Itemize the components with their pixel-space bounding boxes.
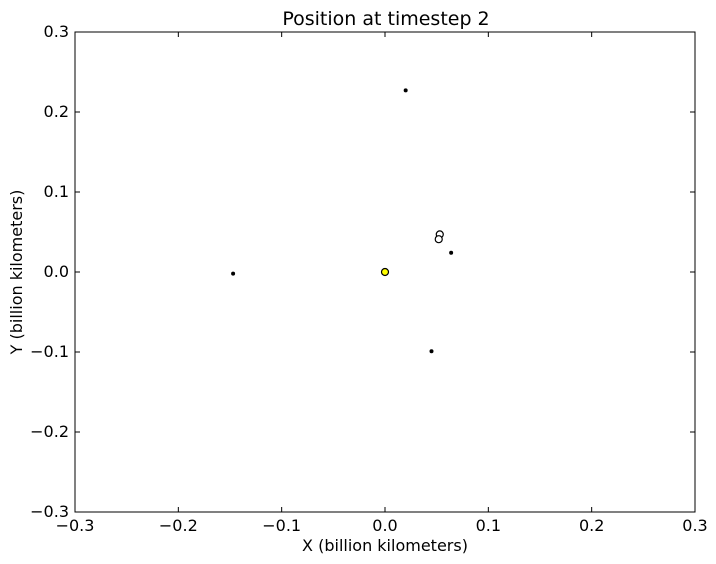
- body-point: [449, 250, 454, 255]
- body-point: [429, 349, 434, 354]
- y-tick-label: −0.1: [30, 342, 69, 361]
- y-tick-label: −0.2: [30, 422, 69, 441]
- body-point: [231, 271, 236, 276]
- x-tick-label: −0.3: [56, 516, 95, 535]
- x-tick-label: 0.2: [579, 516, 604, 535]
- y-tick-label: −0.3: [30, 502, 69, 521]
- data-points: [231, 88, 454, 354]
- axis-ticks: [74, 31, 696, 513]
- y-tick-label: 0.3: [44, 22, 69, 41]
- y-axis-label: Y (billion kilometers): [7, 190, 26, 356]
- x-tick-label: 0.3: [682, 516, 707, 535]
- chart-title: Position at timestep 2: [282, 8, 489, 30]
- x-tick-label: 0.1: [476, 516, 501, 535]
- x-tick-label: −0.2: [159, 516, 198, 535]
- x-axis-label: X (billion kilometers): [302, 536, 468, 555]
- y-tick-label: 0.2: [44, 102, 69, 121]
- sun-point: [380, 267, 390, 277]
- y-tick-label: 0.1: [44, 182, 69, 201]
- x-tick-labels: −0.3 −0.2 −0.1 0.0 0.1 0.2 0.3: [56, 516, 708, 535]
- y-tick-label: 0.0: [44, 262, 69, 281]
- body-point: [403, 88, 408, 93]
- x-tick-label: 0.0: [372, 516, 397, 535]
- x-tick-label: −0.1: [262, 516, 301, 535]
- body-point: [434, 235, 443, 244]
- y-tick-labels: −0.3 −0.2 −0.1 0.0 0.1 0.2 0.3: [30, 22, 69, 521]
